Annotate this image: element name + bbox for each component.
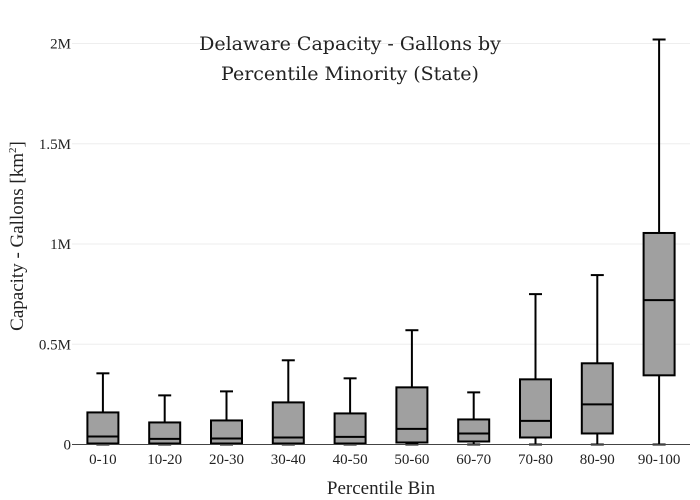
- x-axis-ticks: 0-10 10-20 20-30 30-40 40-50 50-60 60-70 70-80 8…: [89, 452, 680, 468]
- x-axis-title: Percentile Bin: [327, 478, 436, 499]
- interquartile-box: [457, 418, 491, 443]
- box-0-10: [86, 372, 120, 446]
- box-50-60: [395, 329, 429, 446]
- chart-title-line-1: Delaware Capacity - Gallons by: [199, 33, 501, 55]
- x-tick-label: 70-80: [518, 452, 553, 468]
- x-tick-label: 0-10: [89, 452, 117, 468]
- box-60-70: [457, 391, 491, 446]
- y-tick-label: 2M: [50, 37, 71, 53]
- y-axis-title-main: Capacity - Gallons [km: [7, 153, 28, 331]
- interquartile-box: [395, 386, 429, 444]
- box-10-20: [148, 394, 182, 446]
- box-30-40: [271, 359, 305, 446]
- interquartile-box: [210, 419, 243, 445]
- interquartile-box: [148, 421, 182, 445]
- interquartile-box: [519, 378, 552, 439]
- y-axis-title: Capacity - Gallons [km2]: [7, 141, 28, 331]
- box-80-90: [580, 274, 614, 446]
- interquartile-box: [333, 412, 367, 445]
- x-tick-label: 50-60: [394, 452, 429, 468]
- x-tick-label: 60-70: [456, 452, 491, 468]
- y-axis-title-end: ]: [7, 141, 28, 147]
- interquartile-box: [86, 411, 120, 445]
- x-tick-label: 90-100: [638, 452, 681, 468]
- x-tick-label: 80-90: [580, 452, 615, 468]
- box-70-80: [519, 293, 552, 446]
- y-tick-label: 1M: [50, 237, 71, 253]
- y-axis-title-superscript: 2: [7, 148, 19, 154]
- box-40-50: [333, 377, 367, 446]
- boxes: [86, 38, 676, 446]
- y-axis-ticks: 0 0.5M 1M 1.5M 2M: [39, 37, 71, 454]
- x-tick-label: 30-40: [271, 452, 306, 468]
- x-tick-label: 10-20: [147, 452, 182, 468]
- y-tick-label: 1.5M: [39, 137, 71, 153]
- box-20-30: [210, 390, 243, 446]
- interquartile-box: [642, 231, 676, 377]
- box-90-100: [642, 38, 676, 446]
- grid-lines: [72, 43, 690, 345]
- interquartile-box: [580, 362, 614, 435]
- x-tick-label: 40-50: [333, 452, 368, 468]
- y-tick-label: 0: [64, 438, 72, 454]
- x-tick-label: 20-30: [209, 452, 244, 468]
- y-tick-label: 0.5M: [39, 337, 71, 353]
- chart-title-line-2: Percentile Minority (State): [221, 63, 479, 85]
